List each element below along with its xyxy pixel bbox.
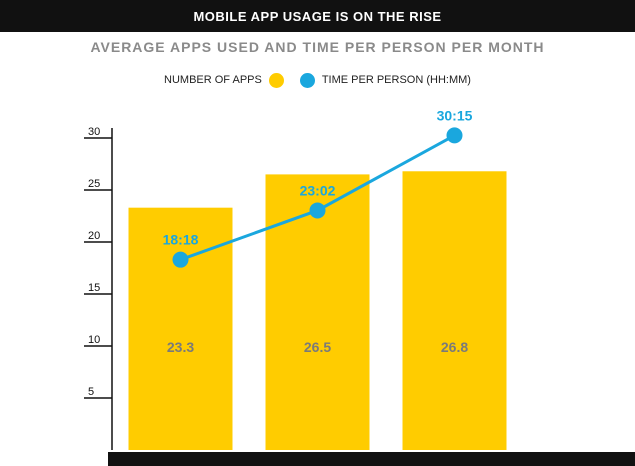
y-tick-label: 15: [88, 282, 100, 294]
legend-label-time: TIME PER PERSON (HH:MM): [321, 74, 471, 86]
legend: NUMBER OF APPS TIME PER PERSON (HH:MM): [0, 70, 635, 90]
y-tick-label: 25: [88, 178, 100, 190]
legend-item-time: TIME PER PERSON (HH:MM): [299, 72, 471, 88]
chart-subtitle: AVERAGE APPS USED AND TIME PER PERSON PE…: [90, 39, 545, 55]
line-point: [172, 251, 189, 268]
legend-label-apps: NUMBER OF APPS: [164, 74, 262, 86]
chart-title: MOBILE APP USAGE IS ON THE RISE: [0, 0, 635, 32]
bar: [402, 171, 507, 450]
bar-value-label: 26.5: [304, 339, 331, 355]
y-tick-label: 10: [88, 334, 100, 346]
y-tick-label: 30: [88, 126, 100, 138]
line-point-label: 18:18: [163, 232, 199, 248]
legend-item-apps: NUMBER OF APPS: [164, 72, 284, 88]
bar-value-label: 26.8: [441, 339, 468, 355]
legend-swatch-apps: [268, 72, 284, 88]
line-point-label: 23:02: [300, 182, 336, 198]
line-point: [446, 127, 463, 144]
line-point-label: 30:15: [437, 107, 473, 123]
y-tick-label: 5: [88, 386, 94, 398]
bar-value-label: 23.3: [167, 339, 194, 355]
x-axis-baseline: [108, 452, 635, 466]
legend-swatch-time: [299, 72, 315, 88]
line-point: [309, 202, 326, 219]
bar: [265, 174, 370, 450]
y-tick-label: 20: [88, 230, 100, 242]
